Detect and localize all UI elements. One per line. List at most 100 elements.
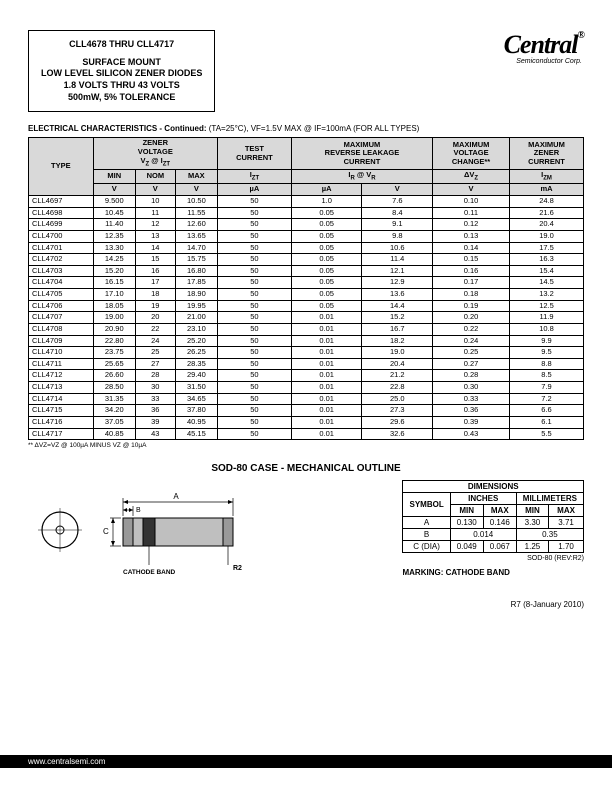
cell: 25.65 [93, 358, 135, 370]
cell: 14.70 [175, 242, 217, 254]
cell: 50 [217, 230, 291, 242]
cell: 0.01 [291, 428, 362, 440]
cell: 15.4 [509, 265, 583, 277]
footer-bar: www.centralsemi.com [0, 755, 612, 768]
cell: 29.6 [362, 416, 433, 428]
cell: 50 [217, 405, 291, 417]
cell: 50 [217, 219, 291, 231]
cell: 0.05 [291, 207, 362, 219]
cell: 36 [135, 405, 175, 417]
cell: 0.01 [291, 312, 362, 324]
cell: 50 [217, 393, 291, 405]
cell: 19 [135, 300, 175, 312]
cell: 50 [217, 265, 291, 277]
cell: 12.35 [93, 230, 135, 242]
cell: 13.65 [175, 230, 217, 242]
cell: 50 [217, 289, 291, 301]
cell: 13.2 [509, 289, 583, 301]
cell: 15.75 [175, 254, 217, 266]
cell: 0.30 [433, 382, 510, 394]
cell: 0.18 [433, 289, 510, 301]
cell: 10.50 [175, 196, 217, 208]
cell: 12.60 [175, 219, 217, 231]
cell: 7.2 [509, 393, 583, 405]
cell: 0.11 [433, 207, 510, 219]
cathode-label: CATHODE BAND [123, 569, 176, 576]
cell: 8.8 [509, 358, 583, 370]
cell: 31.35 [93, 393, 135, 405]
table-row: CLL471740.854345.15500.0132.60.435.5 [29, 428, 584, 440]
cell: 10 [135, 196, 175, 208]
cell: 50 [217, 196, 291, 208]
cell: 0.01 [291, 393, 362, 405]
cell: 32.6 [362, 428, 433, 440]
cell: 0.05 [291, 300, 362, 312]
dim-row: B0.0140.35 [403, 529, 584, 541]
cell: 20 [135, 312, 175, 324]
electrical-title: ELECTRICAL CHARACTERISTICS - Continued: … [28, 124, 584, 133]
title-line4: 500mW, 5% TOLERANCE [41, 92, 202, 104]
cell: 50 [217, 323, 291, 335]
cell: 0.12 [433, 219, 510, 231]
cell: 0.17 [433, 277, 510, 289]
cell: 19.00 [93, 312, 135, 324]
cell: 9.9 [509, 335, 583, 347]
col-max: MAX [175, 170, 217, 184]
table-row: CLL471226.602829.40500.0121.20.288.5 [29, 370, 584, 382]
table-row: CLL469810.451111.55500.058.40.1121.6 [29, 207, 584, 219]
cell: 1.0 [291, 196, 362, 208]
cell: CLL4702 [29, 254, 94, 266]
cell: 18.90 [175, 289, 217, 301]
cell: 20.90 [93, 323, 135, 335]
cell: 9.500 [93, 196, 135, 208]
cell: CLL4710 [29, 347, 94, 359]
cell: 16 [135, 265, 175, 277]
cell: 17.10 [93, 289, 135, 301]
cell: 7.6 [362, 196, 433, 208]
table-row: CLL471328.503031.50500.0122.80.307.9 [29, 382, 584, 394]
cell: 0.05 [291, 277, 362, 289]
logo-subtitle: Semiconductor Corp. [504, 58, 584, 65]
cell: 15.2 [362, 312, 433, 324]
unit-v4: V [362, 184, 433, 196]
cell: CLL4698 [29, 207, 94, 219]
cell: 0.36 [433, 405, 510, 417]
cell: CLL4712 [29, 370, 94, 382]
table-row: CLL470214.251515.75500.0511.40.1516.3 [29, 254, 584, 266]
table-row: CLL470922.802425.20500.0118.20.249.9 [29, 335, 584, 347]
cell: CLL4701 [29, 242, 94, 254]
cell: 0.43 [433, 428, 510, 440]
cell: 25.20 [175, 335, 217, 347]
dim-c-label: C [103, 527, 109, 536]
dim-cell: 1.70 [549, 541, 584, 553]
dim-cell: B [403, 529, 450, 541]
cell: 16.3 [509, 254, 583, 266]
part-range: CLL4678 THRU CLL4717 [41, 39, 202, 51]
cell: 12.5 [509, 300, 583, 312]
cell: 0.24 [433, 335, 510, 347]
cell: 34.20 [93, 405, 135, 417]
col-nom: NOM [135, 170, 175, 184]
dimensions-table: DIMENSIONS SYMBOL INCHES MILLIMETERS MIN… [402, 480, 584, 553]
dim-min2: MIN [516, 505, 548, 517]
col-dvz: ΔVZ [433, 170, 510, 184]
cell: 50 [217, 335, 291, 347]
cell: 0.15 [433, 254, 510, 266]
cell: 19.0 [509, 230, 583, 242]
cell: 13 [135, 230, 175, 242]
cell: CLL4711 [29, 358, 94, 370]
cell: 12.1 [362, 265, 433, 277]
r2-label: R2 [233, 565, 242, 572]
cell: 7.9 [509, 382, 583, 394]
table-row: CLL470416.151717.85500.0512.90.1714.5 [29, 277, 584, 289]
cell: 30 [135, 382, 175, 394]
cell: 34.65 [175, 393, 217, 405]
cell: 45.15 [175, 428, 217, 440]
cell: 0.05 [291, 289, 362, 301]
dim-cell: 3.71 [549, 517, 584, 529]
cell: 39 [135, 416, 175, 428]
cell: 0.28 [433, 370, 510, 382]
cell: 33 [135, 393, 175, 405]
cell: 50 [217, 242, 291, 254]
unit-ua1: µA [217, 184, 291, 196]
